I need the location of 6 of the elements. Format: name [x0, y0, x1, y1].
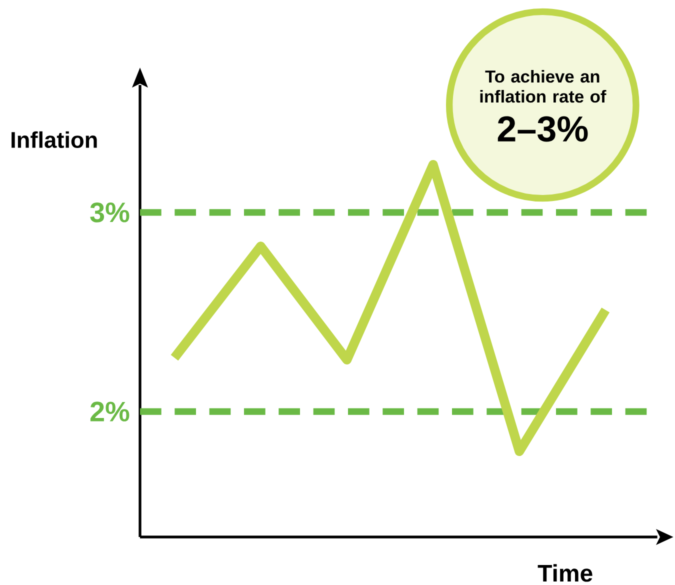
annotation: To achieve an inflation rate of — [480, 70, 606, 103]
y-tick-label: 2% — [90, 402, 130, 422]
annotation: 2–3% — [498, 116, 588, 142]
y-tick-label: 3% — [90, 202, 130, 222]
y-axis-title: Inflation — [12, 131, 97, 148]
x-axis-title: Time — [538, 564, 592, 582]
